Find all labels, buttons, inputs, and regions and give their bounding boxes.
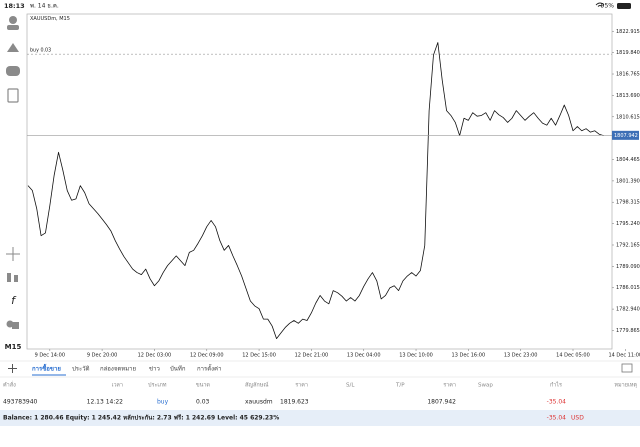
total-profit: -35.04 [547, 415, 567, 422]
current-price-label: 1807.942 [614, 133, 638, 139]
add-button[interactable] [8, 364, 17, 373]
chat-icon[interactable] [6, 66, 20, 76]
account-icon[interactable] [9, 16, 17, 24]
y-tick-label: 1816.765 [616, 72, 640, 78]
x-tick-label: 12 Dec 09:00 [190, 353, 224, 359]
buy-line-label: buy 0.03 [30, 48, 51, 54]
status-time: 18:13 [4, 2, 25, 10]
tab[interactable]: การตั้งค่า [197, 363, 221, 373]
x-tick-label: 13 Dec 16:00 [452, 353, 486, 359]
tab[interactable]: ข่าว [149, 366, 160, 373]
chart-frame [26, 13, 613, 350]
tabs: การซื้อขาย ประวัติ กล่องจดหมาย ข่าว บันทึก กา… [32, 363, 221, 376]
x-tick-label: 12 Dec 15:00 [242, 353, 276, 359]
price-line [27, 42, 604, 339]
y-tick-label: 1813.690 [616, 93, 640, 99]
tab[interactable]: บันทึก [170, 366, 186, 373]
cell-type: buy [157, 399, 169, 406]
chart: 1822.915 1819.840 1816.765 1813.690 1810.615… [27, 29, 640, 359]
column-header: สัญลักษณ์ [245, 382, 268, 389]
footer-bar [0, 410, 640, 426]
objects-icon-2 [12, 322, 19, 329]
y-tick-label: 1804.465 [616, 157, 640, 163]
y-tick-label: 1801.390 [616, 178, 640, 184]
cell-volume: 0.03 [196, 399, 210, 406]
timeframe-button[interactable]: M15 [5, 343, 22, 351]
cell-price: 1807.942 [427, 399, 456, 406]
status-date: พ. 14 ธ.ค. [30, 3, 59, 10]
x-tick-label: 14 Dec 05:00 [556, 353, 590, 359]
account-summary: Balance: 1 280.46 Equity: 1 245.42 หลักป… [3, 414, 279, 422]
y-tick-label: 1822.915 [616, 29, 640, 35]
battery-icon [617, 3, 631, 9]
y-tick-label: 1782.940 [616, 307, 640, 313]
column-header: ประเภท [148, 382, 167, 389]
column-header: ราคา [295, 383, 308, 389]
tab[interactable]: กล่องจดหมาย [100, 366, 136, 373]
wifi-icon [595, 2, 605, 7]
objects-icon[interactable] [6, 320, 14, 328]
column-header: T/P [395, 383, 405, 389]
y-tick-label: 1810.615 [616, 114, 640, 120]
y-tick-label: 1779.865 [616, 328, 640, 334]
x-tick-label: 12 Dec 21:00 [295, 353, 329, 359]
tab[interactable]: การซื้อขาย [32, 363, 61, 373]
currency: USD [571, 415, 584, 422]
new-order-icon[interactable] [7, 88, 19, 103]
y-tick-label: 1786.015 [616, 285, 640, 291]
column-header: S/L [346, 383, 355, 389]
column-header: ราคา [443, 383, 456, 389]
column-header: เวลา [112, 383, 123, 389]
y-tick-label: 1798.315 [616, 200, 640, 206]
column-header: Swap [478, 383, 493, 389]
cell-symbol: xauusdm [245, 399, 273, 406]
sidebar: f [6, 16, 20, 329]
chart-title: XAUUSDm, M15 [30, 16, 70, 22]
x-tick-label: 12 Dec 03:00 [138, 353, 172, 359]
candles-icon[interactable] [7, 273, 11, 282]
indicator-icon[interactable]: f [11, 294, 17, 307]
cell-order: 493783940 [3, 399, 38, 406]
cell-time: 12.13 14:22 [87, 399, 124, 406]
current-price-box [612, 130, 639, 140]
column-header: หมายเหตุ [614, 383, 637, 389]
positions-table: คำสั่ง เวลา ประเภท ขนาด สัญลักษณ์ ราคา S/L T/P ร… [3, 381, 637, 406]
y-tick-label: 1789.090 [616, 264, 640, 270]
crosshair-icon[interactable] [6, 247, 20, 261]
column-header: คำสั่ง [3, 381, 16, 389]
x-tick-label: 9 Dec 14:00 [35, 353, 65, 359]
panel-icon[interactable] [621, 363, 633, 373]
x-tick-label: 13 Dec 23:00 [504, 353, 538, 359]
y-tick-label: 1795.240 [616, 221, 640, 227]
column-header: กำไร [550, 382, 562, 389]
account-icon-body [7, 25, 19, 30]
column-header: ขนาด [196, 383, 211, 389]
status-battery: 95% [601, 3, 615, 10]
x-tick-label: 9 Dec 20:00 [87, 353, 117, 359]
y-tick-label: 1792.165 [616, 242, 640, 248]
y-tick-label: 1819.840 [616, 50, 640, 56]
tab[interactable]: ประวัติ [72, 366, 90, 373]
trade-icon[interactable] [7, 43, 19, 52]
x-tick-label: 13 Dec 04:00 [347, 353, 381, 359]
x-tick-label: 13 Dec 10:00 [399, 353, 433, 359]
cell-profit: -35.04 [547, 399, 567, 406]
candles-icon-2 [14, 275, 18, 282]
cell-open-price: 1819.623 [280, 399, 309, 406]
x-tick-label: 14 Dec 11:00 [608, 353, 640, 359]
